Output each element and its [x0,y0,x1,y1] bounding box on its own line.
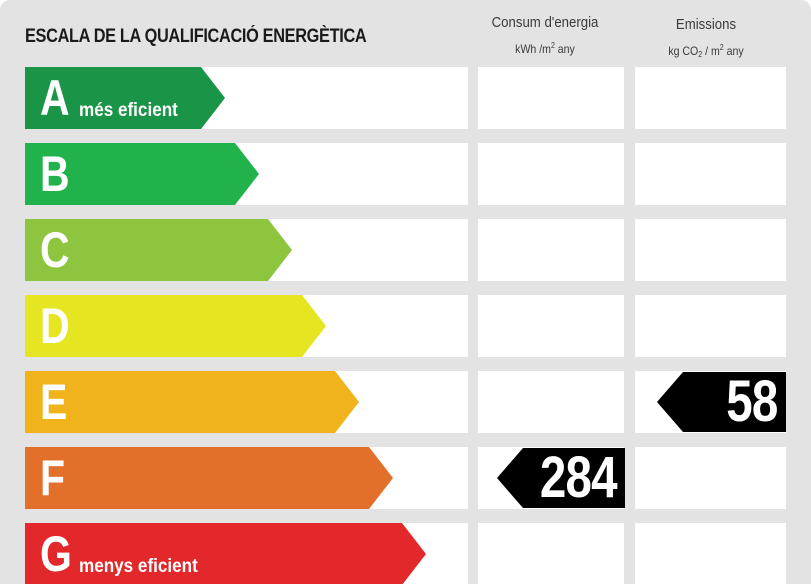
rating-row-c: C [0,219,811,281]
consum-cell [478,67,624,129]
emissions-cell [635,219,786,281]
class-letter: E [40,374,68,430]
class-letter: C [40,222,70,278]
consum-cell [478,219,624,281]
emissions-title: Emissions [675,16,737,33]
consum-cell [478,295,624,357]
emissions-value-tag: 58 [657,371,786,433]
emissions-unit: kg CO2 / m2 any [668,43,744,59]
class-letter: F [40,450,66,506]
consum-cell [478,523,624,584]
consum-column-header: Consum d'energia kWh /m2 any [486,14,604,57]
class-letter: B [40,146,70,202]
emissions-cell [635,143,786,205]
consum-unit: kWh /m2 any [515,41,575,56]
class-letter: A [40,70,70,126]
rating-row-b: B [0,143,811,205]
consum-cell [478,371,624,433]
class-arrow-e: E [25,371,359,433]
consum-title: Consum d'energia [491,14,599,31]
emissions-cell [635,67,786,129]
consum-cell [478,143,624,205]
consum-value-tag: 284 [497,447,625,509]
emissions-cell [635,523,786,584]
class-arrow-f: F [25,447,393,509]
rating-row-f: F 284 [0,447,811,509]
class-arrow-d: D [25,295,326,357]
class-arrow-b: B [25,143,259,205]
class-sublabel: menys eficient [79,556,198,577]
class-letter: D [40,298,70,354]
class-sublabel: més eficient [79,100,178,121]
class-letter: G [40,526,72,582]
emissions-cell [635,447,786,509]
rating-row-e: E 58 [0,371,811,433]
emissions-cell [635,295,786,357]
rating-row-d: D [0,295,811,357]
emissions-column-header: Emissions kg CO2 / m2 any [644,16,769,63]
class-arrow-c: C [25,219,292,281]
label-title: ESCALA DE LA QUALIFICACIÓ ENERGÈTICA [25,26,367,47]
